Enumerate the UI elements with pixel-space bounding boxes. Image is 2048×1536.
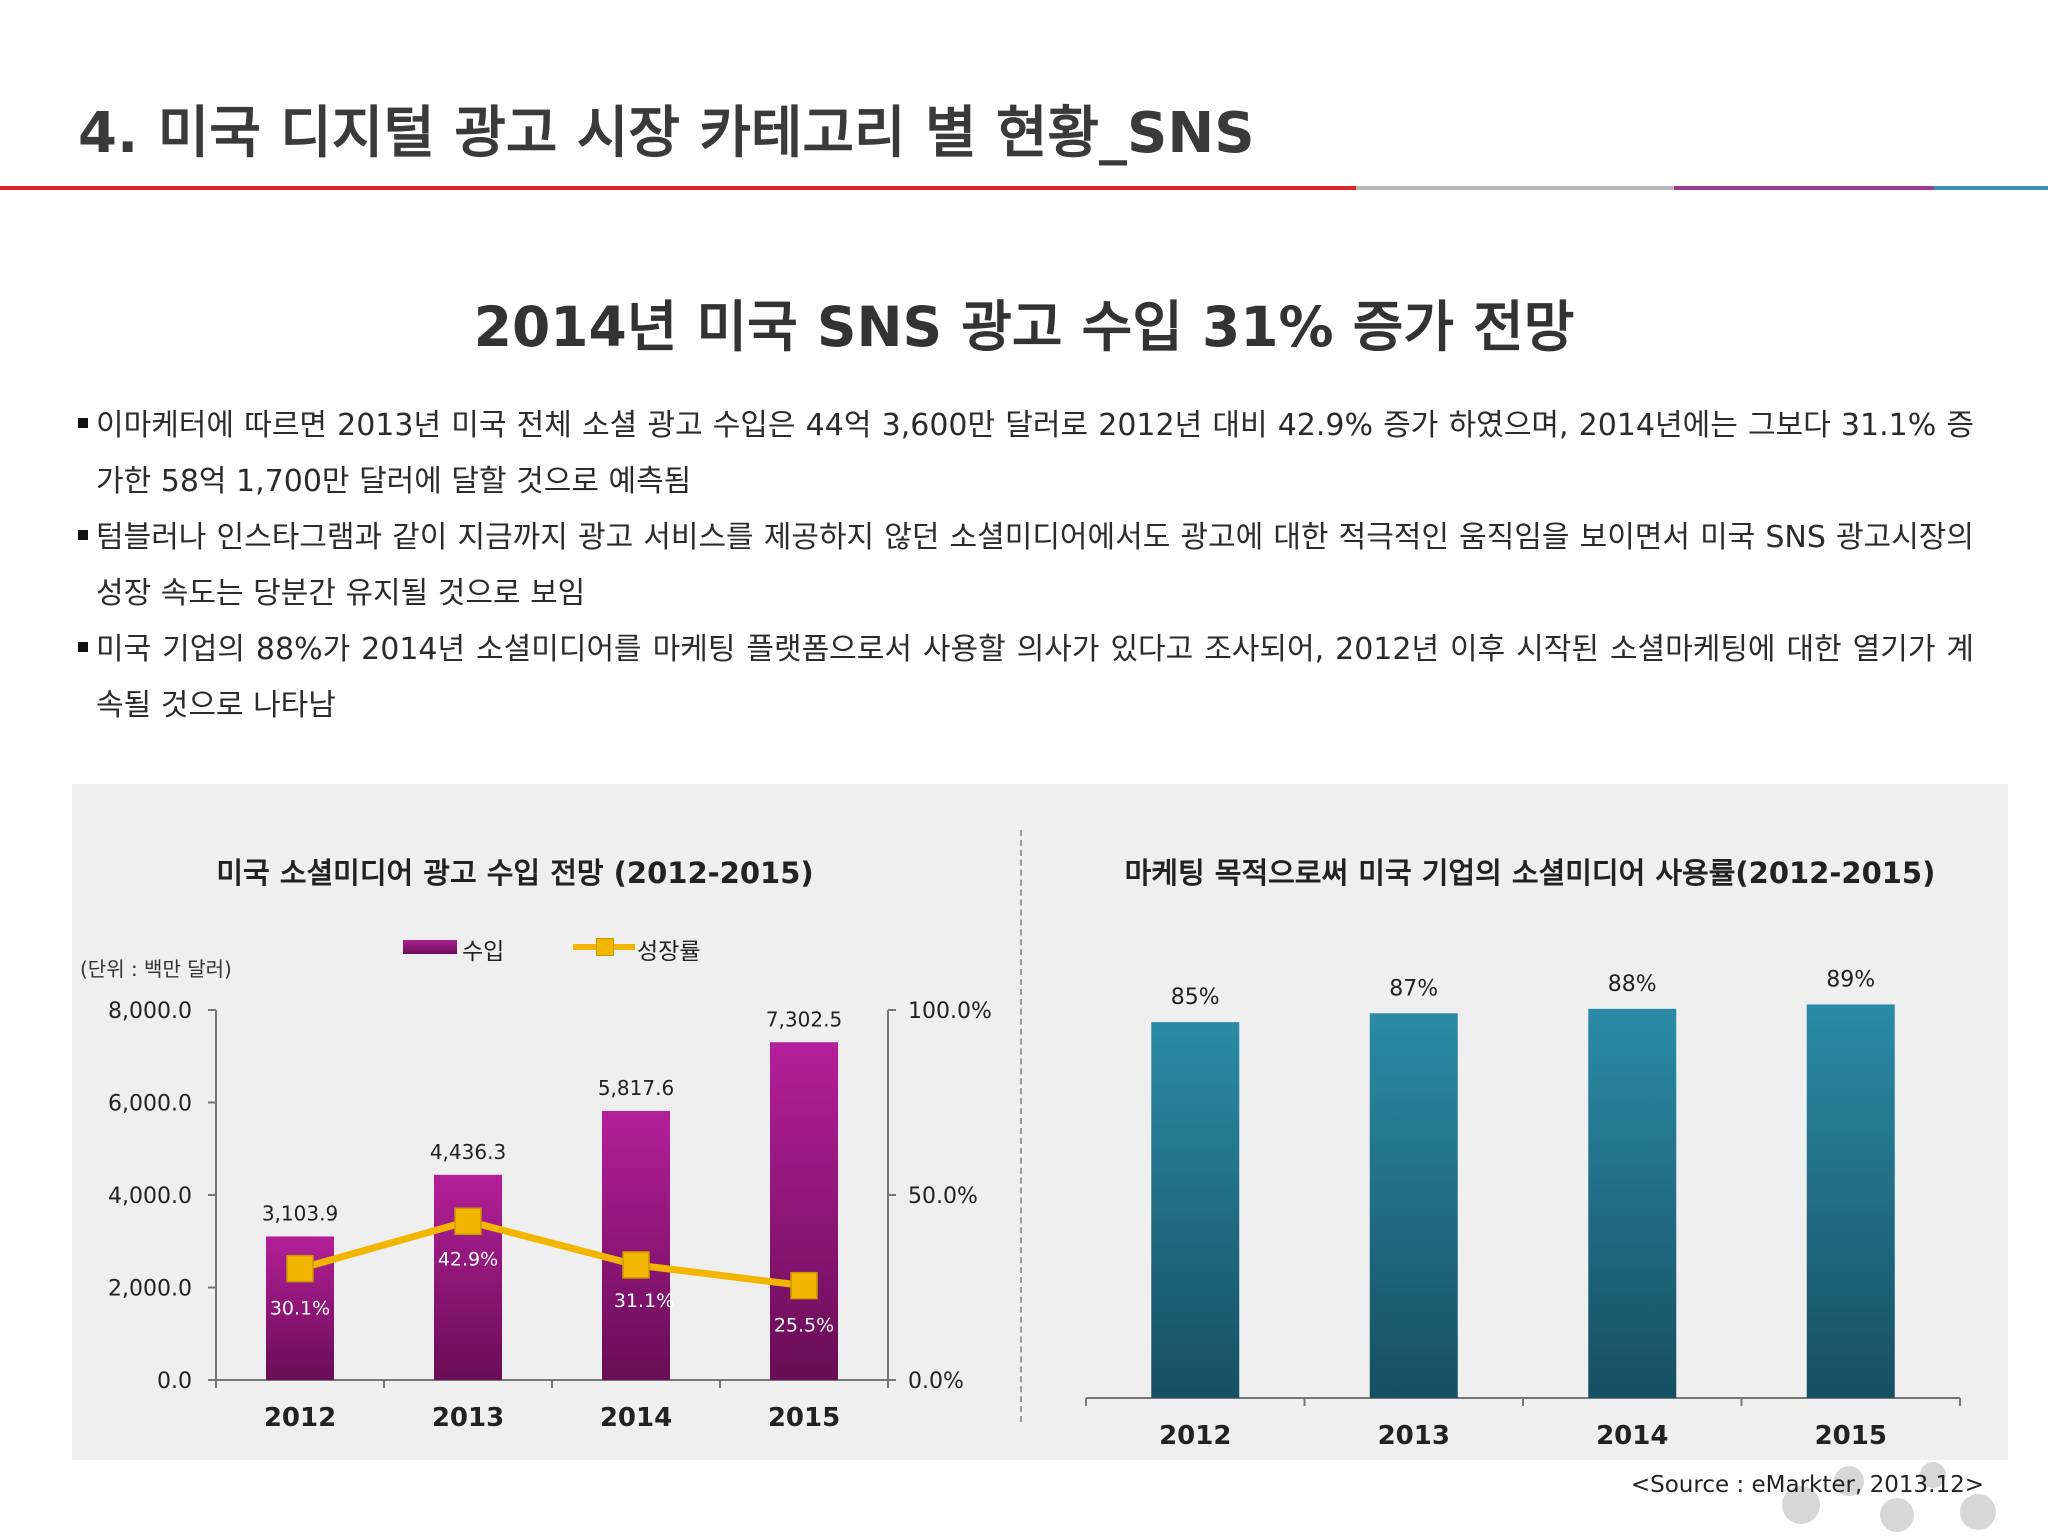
growth-point [790,1271,818,1300]
legend-revenue-label: 수입 [462,939,505,965]
bullet-list: 이마케터에 따르면 2013년 미국 전체 소셜 광고 수입은 44억 3,60… [74,398,1974,734]
usage-bar [1151,1022,1240,1398]
bullet-item-1: 이마케터에 따르면 2013년 미국 전체 소셜 광고 수입은 44억 3,60… [74,398,1974,510]
usage-data-label: 88% [1608,972,1657,997]
growth-data-label: 31.1% [614,1290,674,1312]
y-tick-label: 0.0 [157,1369,192,1394]
y2-tick-label: 100.0% [908,999,992,1024]
usage-data-label: 89% [1826,967,1875,992]
revenue-chart-title: 미국 소셜미디어 광고 수입 전망 (2012-2015) [216,856,814,890]
bullet-item-2: 텀블러나 인스타그램과 같이 지금까지 광고 서비스를 제공하지 않던 소셜미디… [74,510,1974,622]
x-tick-label: 2014 [600,1403,672,1433]
slide-title: 4. 미국 디지털 광고 시장 카테고리 별 현황_SNS [78,101,1255,166]
title-rule-red [0,186,1356,190]
growth-point [286,1254,314,1283]
growth-data-label: 25.5% [774,1315,834,1337]
usage-bar [1369,1013,1458,1398]
headline: 2014년 미국 SNS 광고 수입 31% 증가 전망 [473,295,1575,359]
y2-tick-label: 50.0% [908,1184,978,1209]
revenue-data-label: 3,103.9 [262,1201,338,1225]
x-tick-label: 2013 [1378,1421,1450,1451]
chart-panel [72,784,2008,1460]
unit-label: (단위 : 백만 달러) [80,957,232,981]
revenue-chart: 0.0 2,000.0 4,000.0 6,000.0 8,000.0 0.0% 50.0%… [108,999,992,1433]
x-tick-label: 2012 [264,1403,336,1433]
decorative-dots [1770,1458,2010,1536]
x-tick-label: 2013 [432,1403,504,1433]
y2-tick-label: 0.0% [908,1369,964,1394]
y-tick-label: 2,000.0 [108,1277,192,1302]
legend-growth-marker [596,938,614,956]
legend-growth-label: 성장률 [637,939,701,965]
growth-data-label: 42.9% [438,1248,498,1270]
usage-bar [1806,1004,1895,1398]
y-tick-label: 4,000.0 [108,1184,192,1209]
revenue-data-label: 7,302.5 [766,1007,842,1031]
y-tick-label: 6,000.0 [108,1092,192,1117]
usage-chart-title: 마케팅 목적으로써 미국 기업의 소셜미디어 사용률(2012-2015) [1124,856,1936,890]
bullet-item-3: 미국 기업의 88%가 2014년 소셜미디어를 마케팅 플랫폼으로서 사용할 … [74,622,1974,734]
usage-data-label: 85% [1171,985,1220,1010]
revenue-bar [434,1174,502,1380]
y-tick-label: 8,000.0 [108,999,192,1024]
usage-bar [1588,1008,1677,1398]
growth-line [299,1217,805,1290]
revenue-data-label: 5,817.6 [598,1076,674,1100]
legend-revenue-swatch [403,940,457,954]
revenue-bar [602,1110,670,1380]
growth-point [454,1207,482,1236]
x-tick-label: 2012 [1159,1421,1231,1451]
x-tick-label: 2015 [768,1403,840,1433]
growth-data-label: 30.1% [270,1298,330,1320]
title-rule-blue [1934,186,2048,190]
source-note: <Source : eMarkter, 2013.12> [1630,1472,1984,1498]
usage-chart: 85% 2012 87% 2013 88% 2014 89% 2015 [1085,967,1961,1451]
revenue-data-label: 4,436.3 [430,1140,506,1164]
x-tick-label: 2014 [1596,1421,1668,1451]
x-tick-label: 2015 [1815,1421,1887,1451]
revenue-bar [770,1042,838,1380]
panel-divider [1020,830,1022,1422]
title-rule-purple [1674,186,1934,190]
title-rule-grey [1356,186,1674,190]
usage-data-label: 87% [1389,976,1438,1001]
growth-point [622,1251,650,1279]
